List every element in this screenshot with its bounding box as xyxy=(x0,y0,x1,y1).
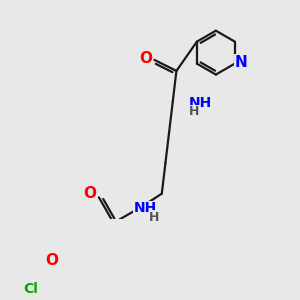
Text: N: N xyxy=(234,55,247,70)
Text: O: O xyxy=(139,51,152,66)
Text: NH: NH xyxy=(133,201,157,215)
Text: H: H xyxy=(149,211,160,224)
Text: H: H xyxy=(189,105,199,118)
Text: O: O xyxy=(46,254,59,268)
Text: O: O xyxy=(84,186,97,201)
Text: NH: NH xyxy=(189,96,212,110)
Text: Cl: Cl xyxy=(23,282,38,296)
